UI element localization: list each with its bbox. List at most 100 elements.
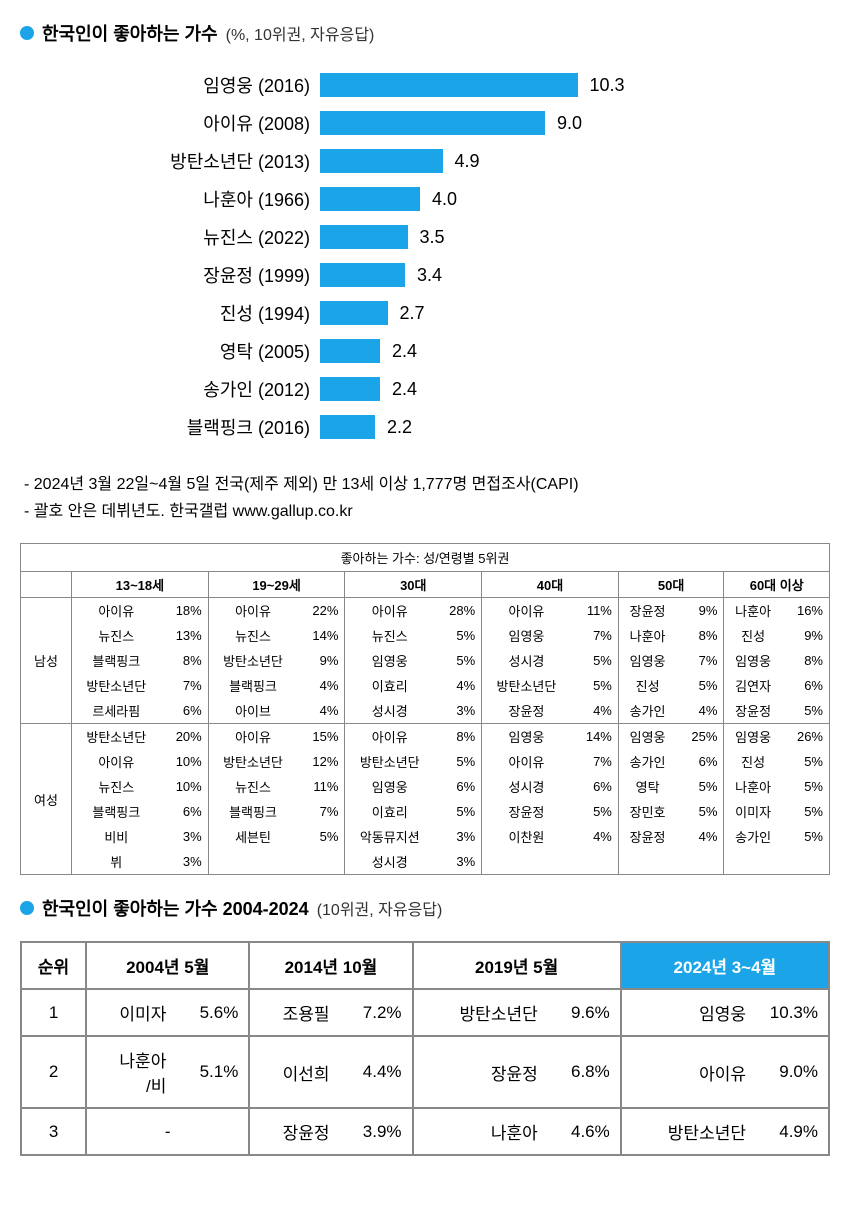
demo-cell-name: 성시경 [482, 774, 571, 799]
demo-cell-pct [297, 849, 345, 875]
demo-cell-pct: 5% [434, 648, 482, 673]
demo-cell-pct [782, 849, 830, 875]
bar-value: 3.4 [417, 265, 442, 286]
history-name: 나훈아 [413, 1108, 544, 1155]
demo-cell-name: 장윤정 [482, 698, 571, 724]
demo-cell-name: 장윤정 [724, 698, 782, 724]
bar-value: 10.3 [590, 75, 625, 96]
demo-cell-name: 임영웅 [345, 774, 434, 799]
demo-cell-name: 비비 [72, 824, 161, 849]
bar-chart: 임영웅 (2016)10.3아이유 (2008)9.0방탄소년단 (2013)4… [20, 66, 830, 446]
demo-cell-pct: 14% [571, 724, 619, 750]
demo-cell-name: 아이유 [72, 598, 161, 624]
demo-cell-name: 방탄소년단 [208, 648, 297, 673]
bar-value: 2.4 [392, 379, 417, 400]
demo-cell-pct: 5% [571, 799, 619, 824]
demo-cell-name: 임영웅 [724, 724, 782, 750]
demo-cell-name: 임영웅 [482, 623, 571, 648]
demo-cell-pct: 5% [676, 774, 724, 799]
bar-label: 임영웅 (2016) [20, 72, 320, 98]
bar-row: 진성 (1994)2.7 [20, 294, 830, 332]
history-name: 임영웅 [621, 989, 752, 1036]
age-header: 60대 이상 [724, 572, 830, 598]
period-header: 2004년 5월 [86, 942, 249, 989]
history-pct: 5.1% [172, 1036, 249, 1108]
demo-cell-pct: 28% [434, 598, 482, 624]
demo-cell-pct: 5% [676, 673, 724, 698]
demo-cell-name: 뉴진스 [208, 623, 297, 648]
demo-cell-name: 방탄소년단 [482, 673, 571, 698]
history-pct: 5.6% [172, 989, 249, 1036]
history-name: 방탄소년단 [621, 1108, 752, 1155]
demo-cell-name: 나훈아 [618, 623, 676, 648]
demo-cell-name: 영탁 [618, 774, 676, 799]
title-main: 한국인이 좋아하는 가수 2004-2024 [42, 895, 309, 921]
demo-cell-name: 이효리 [345, 673, 434, 698]
history-pct: 9.6% [544, 989, 621, 1036]
demo-cell-pct: 5% [782, 749, 830, 774]
bar-row: 임영웅 (2016) 10.3 [20, 66, 830, 104]
demo-cell-pct: 4% [297, 698, 345, 724]
demo-cell-pct: 4% [571, 824, 619, 849]
history-name: 나훈아 /비 [86, 1036, 172, 1108]
demo-cell-name [482, 849, 571, 875]
demo-cell-pct: 16% [782, 598, 830, 624]
bar-value: 4.9 [455, 151, 480, 172]
demo-cell-name: 블랙핑크 [72, 648, 161, 673]
period-header: 2024년 3~4월 [621, 942, 829, 989]
demo-cell-name: 세븐틴 [208, 824, 297, 849]
demo-cell-name: 블랙핑크 [208, 799, 297, 824]
demo-cell-pct: 4% [571, 698, 619, 724]
demo-cell-name: 송가인 [618, 749, 676, 774]
bar [320, 111, 545, 135]
demo-cell-name [618, 849, 676, 875]
blank-header [21, 572, 72, 598]
history-name: 이미자 [86, 989, 172, 1036]
demo-cell-name: 아이유 [482, 749, 571, 774]
history-cell: - [86, 1108, 249, 1155]
bar [320, 263, 405, 287]
demo-cell-name: 르세라핌 [72, 698, 161, 724]
period-header: 2014년 10월 [249, 942, 412, 989]
demo-cell-name: 진성 [724, 749, 782, 774]
demo-cell-name: 장민호 [618, 799, 676, 824]
history-pct: 7.2% [336, 989, 413, 1036]
demo-cell-name: 방탄소년단 [345, 749, 434, 774]
demo-cell-pct: 3% [434, 849, 482, 875]
bar-label: 영탁 (2005) [20, 338, 320, 364]
demo-cell-name: 임영웅 [482, 724, 571, 750]
demo-cell-pct: 3% [161, 849, 209, 875]
section-title-chart: 한국인이 좋아하는 가수 (%, 10위권, 자유응답) [20, 20, 830, 46]
demo-cell-pct: 6% [676, 749, 724, 774]
demo-cell-pct: 6% [161, 799, 209, 824]
demo-caption: 좋아하는 가수: 성/연령별 5위권 [21, 544, 830, 572]
demo-cell-pct: 11% [297, 774, 345, 799]
history-pct: 10.3% [752, 989, 829, 1036]
rank-header: 순위 [21, 942, 86, 989]
demo-cell-name: 블랙핑크 [208, 673, 297, 698]
demo-cell-name: 김연자 [724, 673, 782, 698]
title-sub: (10위권, 자유응답) [317, 896, 443, 920]
bar-label: 뉴진스 (2022) [20, 224, 320, 250]
demo-cell-pct: 25% [676, 724, 724, 750]
demo-cell-pct: 4% [297, 673, 345, 698]
demo-cell-pct: 20% [161, 724, 209, 750]
demo-cell-pct: 5% [782, 824, 830, 849]
demo-cell-pct: 3% [434, 698, 482, 724]
demo-cell-name: 장윤정 [618, 824, 676, 849]
age-header: 40대 [482, 572, 619, 598]
history-pct: 4.9% [752, 1108, 829, 1155]
bar-value: 3.5 [420, 227, 445, 248]
demo-cell-pct: 4% [676, 698, 724, 724]
section-title-history: 한국인이 좋아하는 가수 2004-2024 (10위권, 자유응답) [20, 895, 830, 921]
title-main: 한국인이 좋아하는 가수 [42, 20, 218, 46]
bar-value: 2.2 [387, 417, 412, 438]
demo-cell-pct: 7% [161, 673, 209, 698]
demo-cell-pct: 5% [782, 799, 830, 824]
notes: - 2024년 3월 22일~4월 5일 전국(제주 제외) 만 13세 이상 … [24, 471, 830, 525]
bar [320, 149, 443, 173]
bar-value: 4.0 [432, 189, 457, 210]
demo-cell-pct: 8% [161, 648, 209, 673]
demo-cell-name: 뉴진스 [208, 774, 297, 799]
bar-label: 송가인 (2012) [20, 376, 320, 402]
